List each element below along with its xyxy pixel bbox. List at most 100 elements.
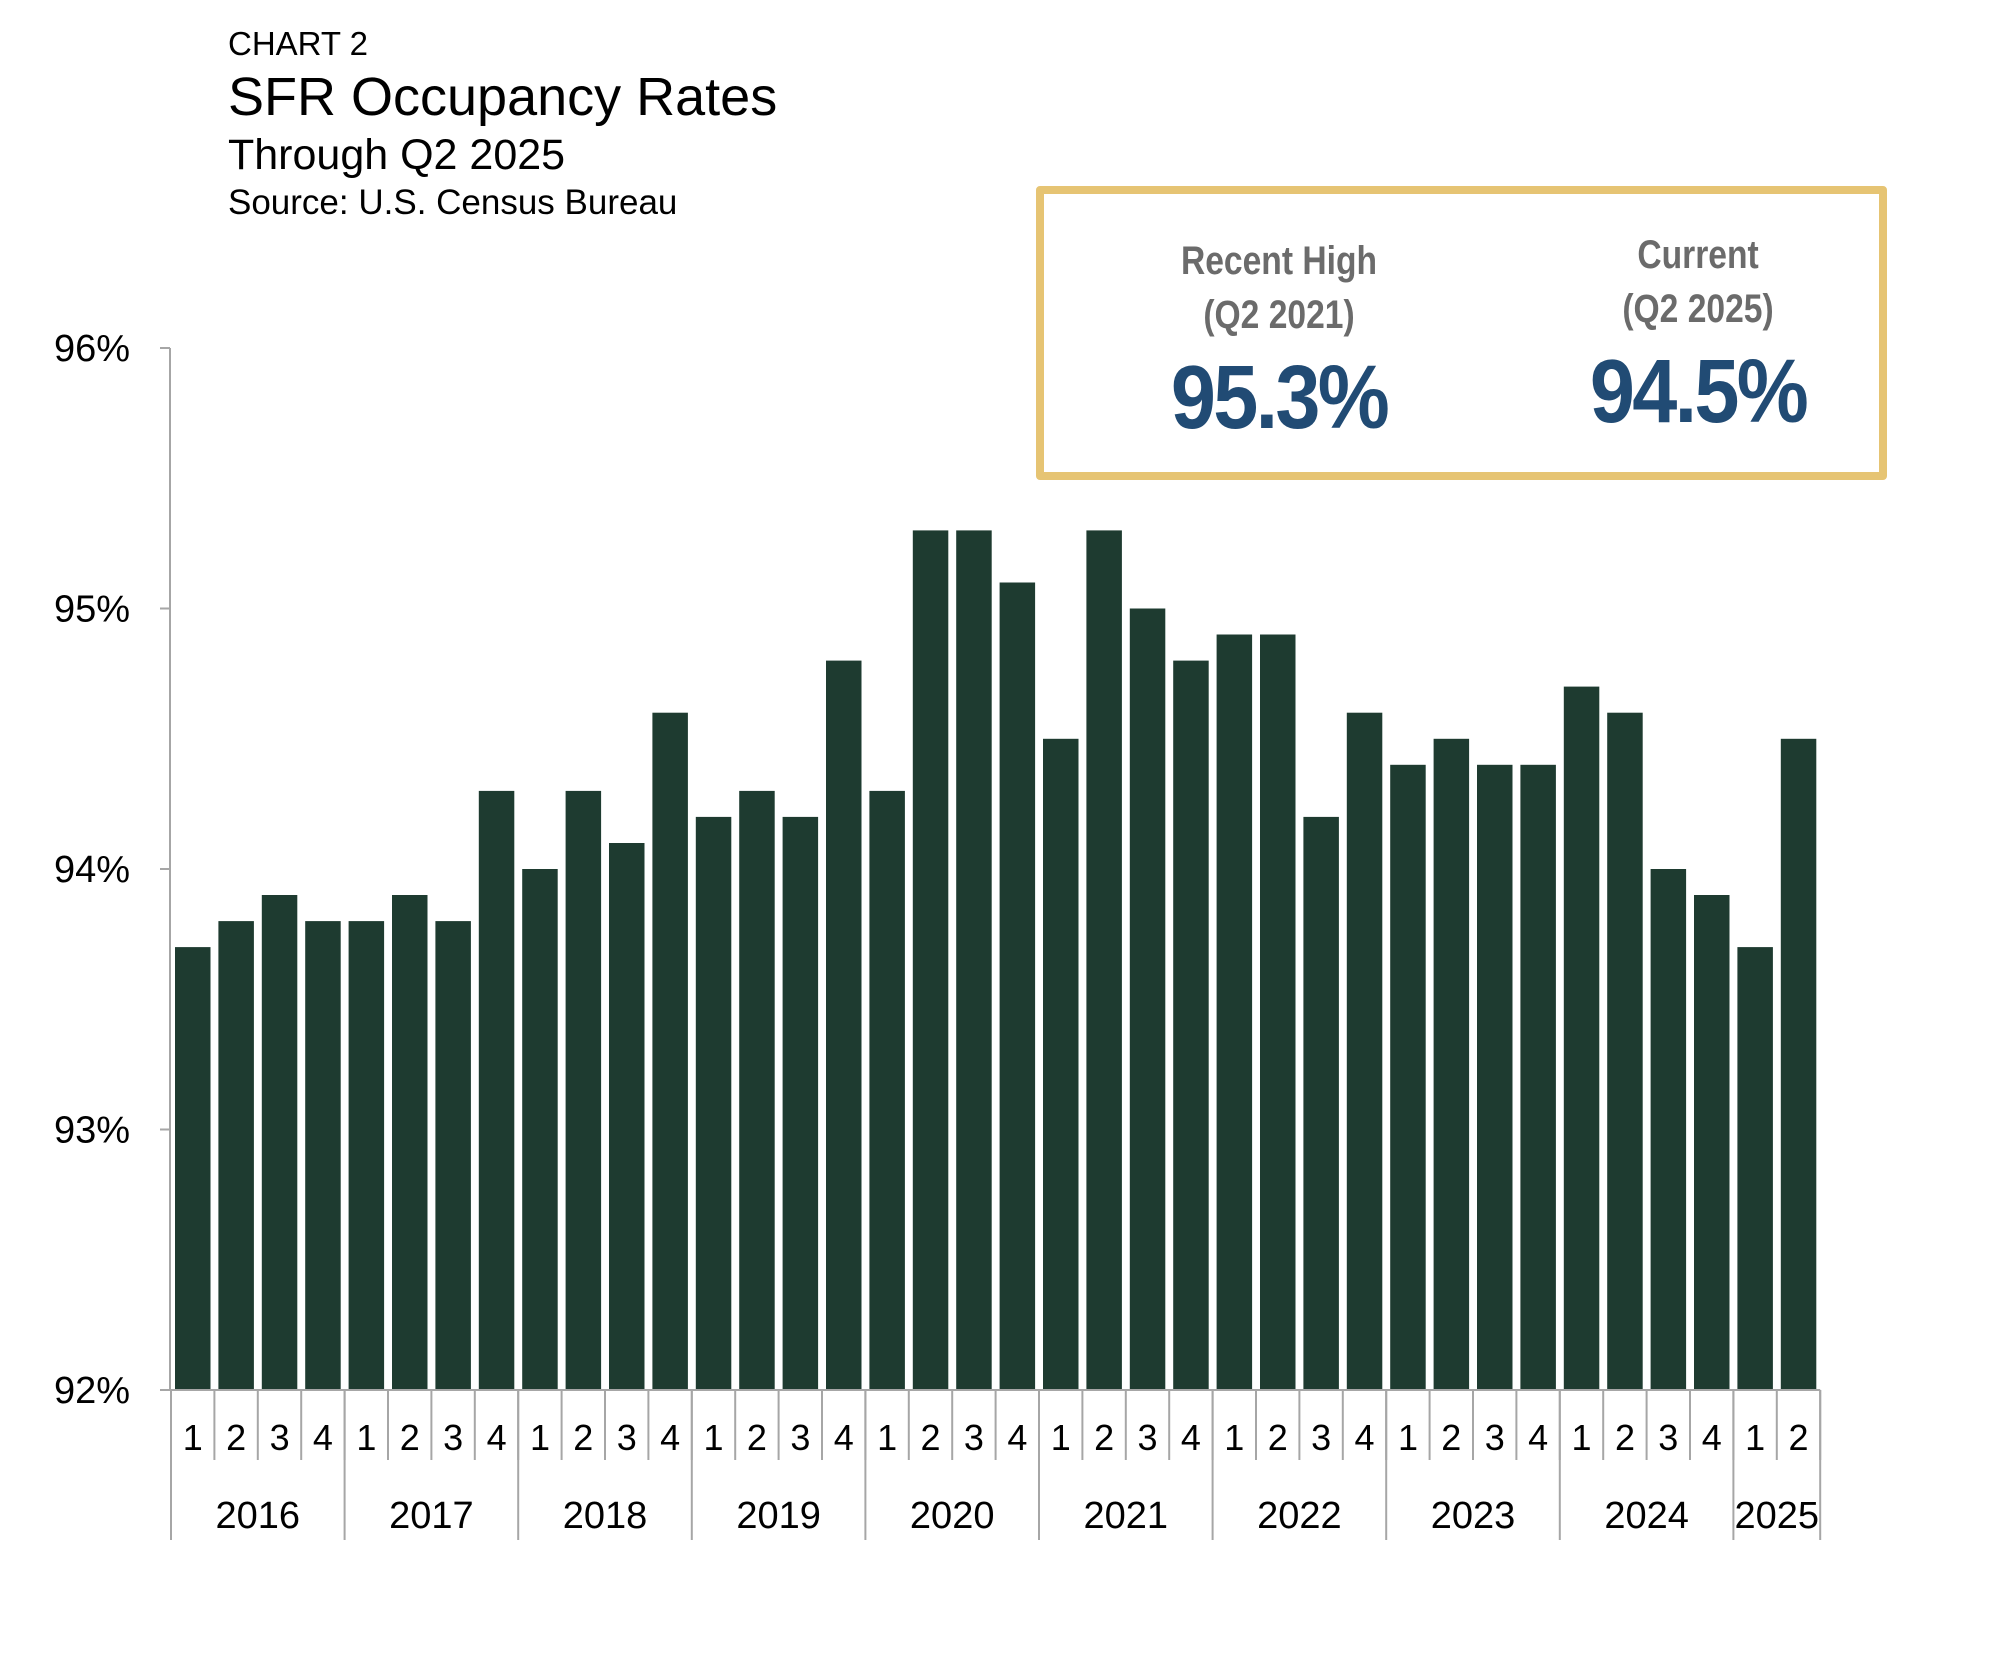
quarter-label: 1 [530,1417,550,1458]
quarter-label: 3 [964,1417,984,1458]
quarter-label: 1 [1745,1417,1765,1458]
bar-2018-q2 [565,790,602,1390]
recent-high-period: (Q2 2021) [1203,293,1355,337]
bar-2019-q1 [695,816,732,1390]
bar-2025-q2 [1780,738,1817,1391]
bar-2023-q2 [1433,738,1470,1391]
bar-2020-q1 [869,790,905,1390]
y-tick-label: 94% [54,849,130,891]
quarter-label: 2 [1441,1417,1461,1458]
quarter-label: 1 [1051,1417,1071,1458]
quarter-label: 2 [226,1417,246,1458]
quarter-label: 2 [920,1417,940,1458]
quarter-label: 4 [834,1417,854,1458]
quarter-label: 3 [1658,1417,1678,1458]
bar-2020-q4 [999,582,1036,1390]
quarter-label: 1 [356,1417,376,1458]
chart-header: CHART 2 SFR Occupancy Rates Through Q2 2… [228,24,777,224]
year-label: 2018 [563,1495,648,1537]
bar-2024-q4 [1694,895,1730,1390]
bar-2023-q3 [1477,764,1513,1390]
quarter-label: 4 [1007,1417,1027,1458]
quarter-label: 4 [1702,1417,1722,1458]
axes-layer [160,347,1822,1540]
quarter-label: 2 [1788,1417,1808,1458]
bar-2024-q2 [1607,712,1643,1390]
bar-2023-q1 [1390,764,1426,1390]
quarter-label: 1 [183,1417,203,1458]
bar-2022-q3 [1303,816,1339,1390]
bar-2022-q4 [1346,712,1383,1390]
recent-high-stat: Recent High (Q2 2021) 95.3% [1114,234,1444,448]
recent-high-value: 95.3% [1170,348,1390,448]
quarter-label: 3 [1137,1417,1157,1458]
bar-2023-q4 [1520,764,1556,1390]
bar-2021-q1 [1043,738,1079,1391]
bar-2018-q4 [652,712,688,1390]
current-value: 94.5% [1589,342,1809,442]
bar-2020-q2 [912,530,949,1390]
bar-2019-q2 [739,790,775,1390]
chart-source: Source: U.S. Census Bureau [228,183,678,222]
y-tick-label: 96% [54,328,130,370]
stats-callout-box: Recent High (Q2 2021) 95.3% Current (Q2 … [1036,186,1887,480]
quarter-label: 3 [270,1417,290,1458]
y-tick-label: 92% [54,1370,130,1412]
quarter-label: 4 [660,1417,680,1458]
quarter-label: 3 [443,1417,463,1458]
chart-title: SFR Occupancy Rates [228,67,778,127]
quarter-label: 1 [1398,1417,1418,1458]
quarter-label: 3 [617,1417,637,1458]
recent-high-label: Recent High [1180,239,1378,283]
bar-2017-q2 [392,895,428,1390]
current-label: Current [1637,233,1759,277]
bar-2022-q2 [1260,634,1296,1390]
quarter-label: 4 [1354,1417,1374,1458]
current-stat: Current (Q2 2025) 94.5% [1533,228,1863,442]
labels-layer: 92%93%94%95%96%1 2 3 4 1 2 3 4 1 2 3 4 1 2 3 4 1 2 3 4 1 2 3 4 1… [54,328,1819,1537]
chart-number: CHART 2 [228,25,368,62]
year-label: 2021 [1084,1495,1169,1537]
bar-2016-q3 [261,895,298,1390]
quarter-label: 2 [400,1417,420,1458]
bar-2018-q3 [609,843,645,1390]
bar-2025-q1 [1737,947,1773,1390]
quarter-label: 4 [1528,1417,1548,1458]
quarter-label: 2 [573,1417,593,1458]
quarter-label: 2 [1268,1417,1288,1458]
quarter-label: 1 [877,1417,897,1458]
chart-subtitle: Through Q2 2025 [228,131,566,179]
bars-layer [175,530,1817,1391]
bar-2024-q3 [1650,869,1687,1390]
bar-2021-q4 [1173,660,1209,1390]
bar-2016-q4 [305,921,341,1390]
bar-2019-q4 [826,660,862,1390]
quarter-label: 3 [1485,1417,1505,1458]
y-tick-label: 93% [54,1110,130,1152]
bar-2017-q3 [435,921,471,1390]
bar-2024-q1 [1563,686,1600,1390]
year-label: 2022 [1257,1495,1342,1537]
bar-2021-q3 [1129,608,1166,1390]
current-period: (Q2 2025) [1622,287,1774,331]
bar-2022-q1 [1216,634,1253,1390]
quarter-label: 2 [1094,1417,1114,1458]
quarter-label: 1 [1571,1417,1591,1458]
year-label: 2017 [389,1495,474,1537]
year-label: 2016 [216,1495,301,1537]
quarter-label: 1 [1224,1417,1244,1458]
quarter-label: 4 [1181,1417,1201,1458]
quarter-label: 2 [747,1417,767,1458]
year-label: 2023 [1431,1495,1516,1537]
quarter-label: 2 [1615,1417,1635,1458]
bar-2021-q2 [1086,530,1122,1390]
quarter-label: 1 [703,1417,723,1458]
bar-2016-q2 [218,921,254,1390]
year-label: 2025 [1735,1495,1820,1537]
quarter-label: 4 [313,1417,333,1458]
quarter-label: 4 [487,1417,507,1458]
y-tick-label: 95% [54,589,130,631]
bar-2020-q3 [956,530,992,1390]
bar-2016-q1 [175,947,211,1390]
